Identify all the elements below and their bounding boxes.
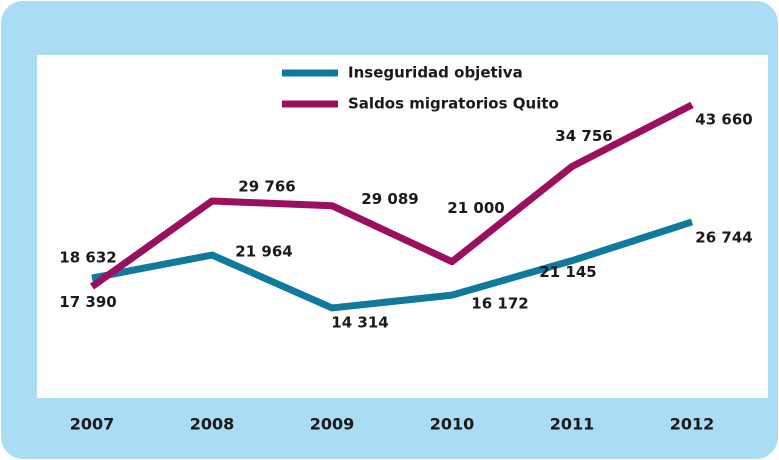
data-label: 29 089 <box>361 190 418 208</box>
x-tick-label: 2007 <box>70 415 115 434</box>
x-tick-label: 2012 <box>670 415 715 434</box>
data-label: 18 632 <box>59 249 116 267</box>
data-label: 16 172 <box>471 295 528 313</box>
x-tick-label: 2011 <box>550 415 595 434</box>
data-label: 26 744 <box>695 228 752 246</box>
data-label: 21 000 <box>447 199 504 217</box>
legend-label: Saldos migratorios Quito <box>348 95 559 113</box>
data-label: 34 756 <box>555 127 612 145</box>
plot-area <box>37 55 768 398</box>
series-line <box>89 101 694 290</box>
data-label: 17 390 <box>59 293 116 311</box>
x-tick-label: 2010 <box>430 415 475 434</box>
legend-label: Inseguridad objetiva <box>348 64 523 82</box>
data-label: 14 314 <box>331 313 388 331</box>
data-label: 43 660 <box>695 110 752 128</box>
data-label: 21 964 <box>235 243 292 261</box>
x-tick-label: 2009 <box>310 415 355 434</box>
series-line <box>91 218 694 312</box>
x-tick-label: 2008 <box>190 415 235 434</box>
data-label: 29 766 <box>238 178 295 196</box>
data-label: 21 145 <box>539 263 596 281</box>
